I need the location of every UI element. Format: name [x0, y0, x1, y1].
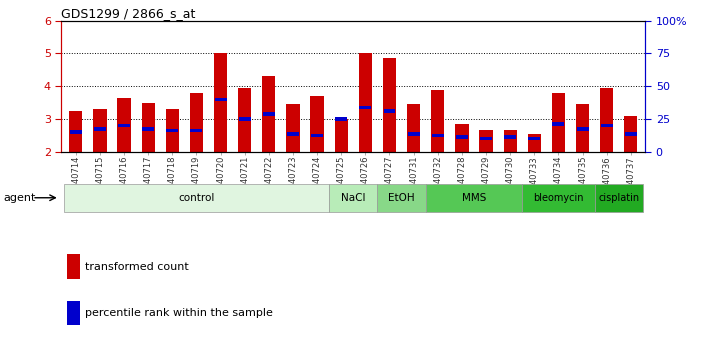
Text: NaCl: NaCl — [341, 193, 366, 203]
Bar — [239, 117, 251, 121]
Bar — [480, 137, 492, 140]
Bar — [625, 132, 637, 136]
Bar — [576, 104, 589, 152]
Bar — [214, 53, 227, 152]
Bar — [263, 112, 275, 116]
Bar — [311, 134, 323, 137]
Bar — [577, 127, 588, 131]
Bar — [359, 53, 372, 152]
Bar — [504, 135, 516, 139]
Bar — [552, 93, 565, 152]
Bar — [69, 111, 82, 152]
Bar — [456, 135, 468, 139]
Bar — [190, 129, 203, 132]
Bar — [384, 109, 395, 112]
Bar — [455, 124, 469, 152]
Bar — [407, 132, 420, 136]
Bar — [286, 104, 300, 152]
Bar — [94, 127, 106, 131]
Bar — [528, 134, 541, 152]
Bar — [624, 116, 637, 152]
Bar — [383, 58, 396, 152]
Bar — [329, 184, 377, 212]
Bar — [377, 184, 425, 212]
Bar — [287, 132, 299, 136]
Bar — [479, 130, 492, 152]
Bar — [431, 90, 444, 152]
Bar — [262, 77, 275, 152]
Text: EtOH: EtOH — [388, 193, 415, 203]
Bar — [522, 184, 595, 212]
Bar — [432, 134, 443, 137]
Bar — [600, 88, 614, 152]
Bar — [118, 124, 130, 127]
Bar — [595, 184, 643, 212]
Text: agent: agent — [4, 193, 36, 203]
Text: GDS1299 / 2866_s_at: GDS1299 / 2866_s_at — [61, 7, 195, 20]
Bar — [359, 106, 371, 109]
Bar — [311, 96, 324, 152]
Bar — [528, 137, 540, 140]
Bar — [425, 184, 522, 212]
Text: transformed count: transformed count — [84, 262, 188, 272]
Bar — [70, 130, 81, 134]
Bar — [167, 129, 178, 132]
Bar — [215, 98, 226, 101]
Text: MMS: MMS — [461, 193, 486, 203]
Bar — [238, 88, 252, 152]
Bar — [142, 127, 154, 131]
Bar — [503, 130, 517, 152]
Bar — [552, 122, 565, 126]
Bar — [407, 104, 420, 152]
Bar — [335, 119, 348, 152]
Text: cisplatin: cisplatin — [598, 193, 640, 203]
Bar — [67, 255, 80, 279]
Bar — [335, 117, 348, 121]
Bar — [118, 98, 131, 152]
Text: bleomycin: bleomycin — [533, 193, 584, 203]
Bar — [190, 93, 203, 152]
Text: percentile rank within the sample: percentile rank within the sample — [84, 308, 273, 318]
Bar — [93, 109, 107, 152]
Bar — [601, 124, 613, 127]
Bar — [141, 103, 155, 152]
Text: control: control — [178, 193, 215, 203]
Bar — [67, 301, 80, 325]
Bar — [63, 184, 329, 212]
Bar — [166, 109, 179, 152]
